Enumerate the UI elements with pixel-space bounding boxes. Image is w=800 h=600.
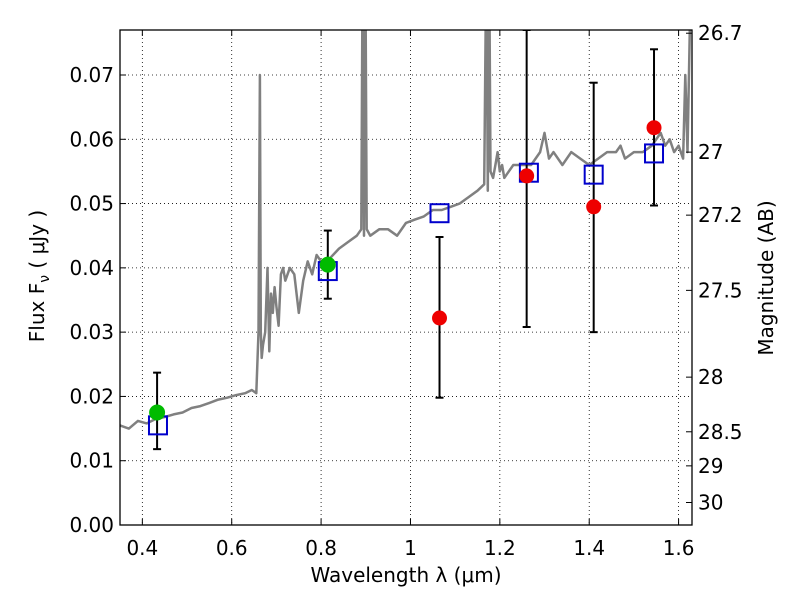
y-tick-label: 0.05 <box>69 192 114 216</box>
axes-frame <box>119 29 693 526</box>
measurement-point <box>646 120 662 136</box>
plot-frame <box>119 29 693 526</box>
detection-point <box>149 404 166 421</box>
x-tick-label: 1.6 <box>663 536 695 560</box>
y-tick-label: 0.03 <box>69 320 114 344</box>
y2-tick-label: 28.5 <box>698 420 743 444</box>
x-tick-label: 1 <box>404 536 417 560</box>
y2-tick-label: 28 <box>698 365 723 389</box>
y2-axis-title: Magnitude (AB) <box>754 200 778 355</box>
model-flux-box <box>429 203 450 224</box>
y-tick-label: 0.00 <box>69 513 114 537</box>
y-axis-title-sub: ν <box>37 275 53 283</box>
measurement-point <box>432 310 448 326</box>
y-ticks: 0.00 0.01 0.02 0.03 0.04 0.05 0.06 0.07 <box>69 63 126 537</box>
measurement-point <box>519 168 535 184</box>
y-axis-title-main: Flux F <box>25 283 49 342</box>
detection-point <box>319 256 336 273</box>
model-flux-box <box>583 164 604 185</box>
x-tick-label: 0.6 <box>216 536 248 560</box>
model-flux-box <box>644 143 665 164</box>
x-tick-label: 1.2 <box>484 536 516 560</box>
y2-tick-label: 30 <box>698 491 723 515</box>
spectrum-layer <box>120 30 692 430</box>
y-tick-label: 0.02 <box>69 384 114 408</box>
x-ticks: 0.4 0.6 0.8 1 1.2 1.4 1.6 <box>126 30 695 560</box>
grid <box>120 30 692 526</box>
x-tick-label: 1.4 <box>573 536 605 560</box>
y2-tick-label: 27 <box>698 140 723 164</box>
x-tick-label: 0.4 <box>126 536 158 560</box>
y2-tick-label: 27.2 <box>698 203 743 227</box>
y2-ticks: 26.7 27 27.2 27.5 28 28.5 29 30 <box>686 21 743 515</box>
y-tick-label: 0.06 <box>69 127 114 151</box>
spectrum-line <box>120 30 692 430</box>
y-axis-title: Flux Fν ( μJy ) <box>25 210 53 342</box>
y-tick-label: 0.01 <box>69 449 114 473</box>
y-axis-title-unit: ( μJy ) <box>25 210 49 275</box>
y2-tick-label: 27.5 <box>698 278 743 302</box>
y2-tick-label: 29 <box>698 454 723 478</box>
x-tick-label: 0.8 <box>305 536 337 560</box>
measurement-point <box>586 199 602 215</box>
y-tick-label: 0.07 <box>69 63 114 87</box>
y2-tick-label: 26.7 <box>698 21 743 45</box>
y-tick-label: 0.04 <box>69 256 114 280</box>
x-axis-title: Wavelength λ (μm) <box>310 563 501 587</box>
marks <box>147 30 665 451</box>
